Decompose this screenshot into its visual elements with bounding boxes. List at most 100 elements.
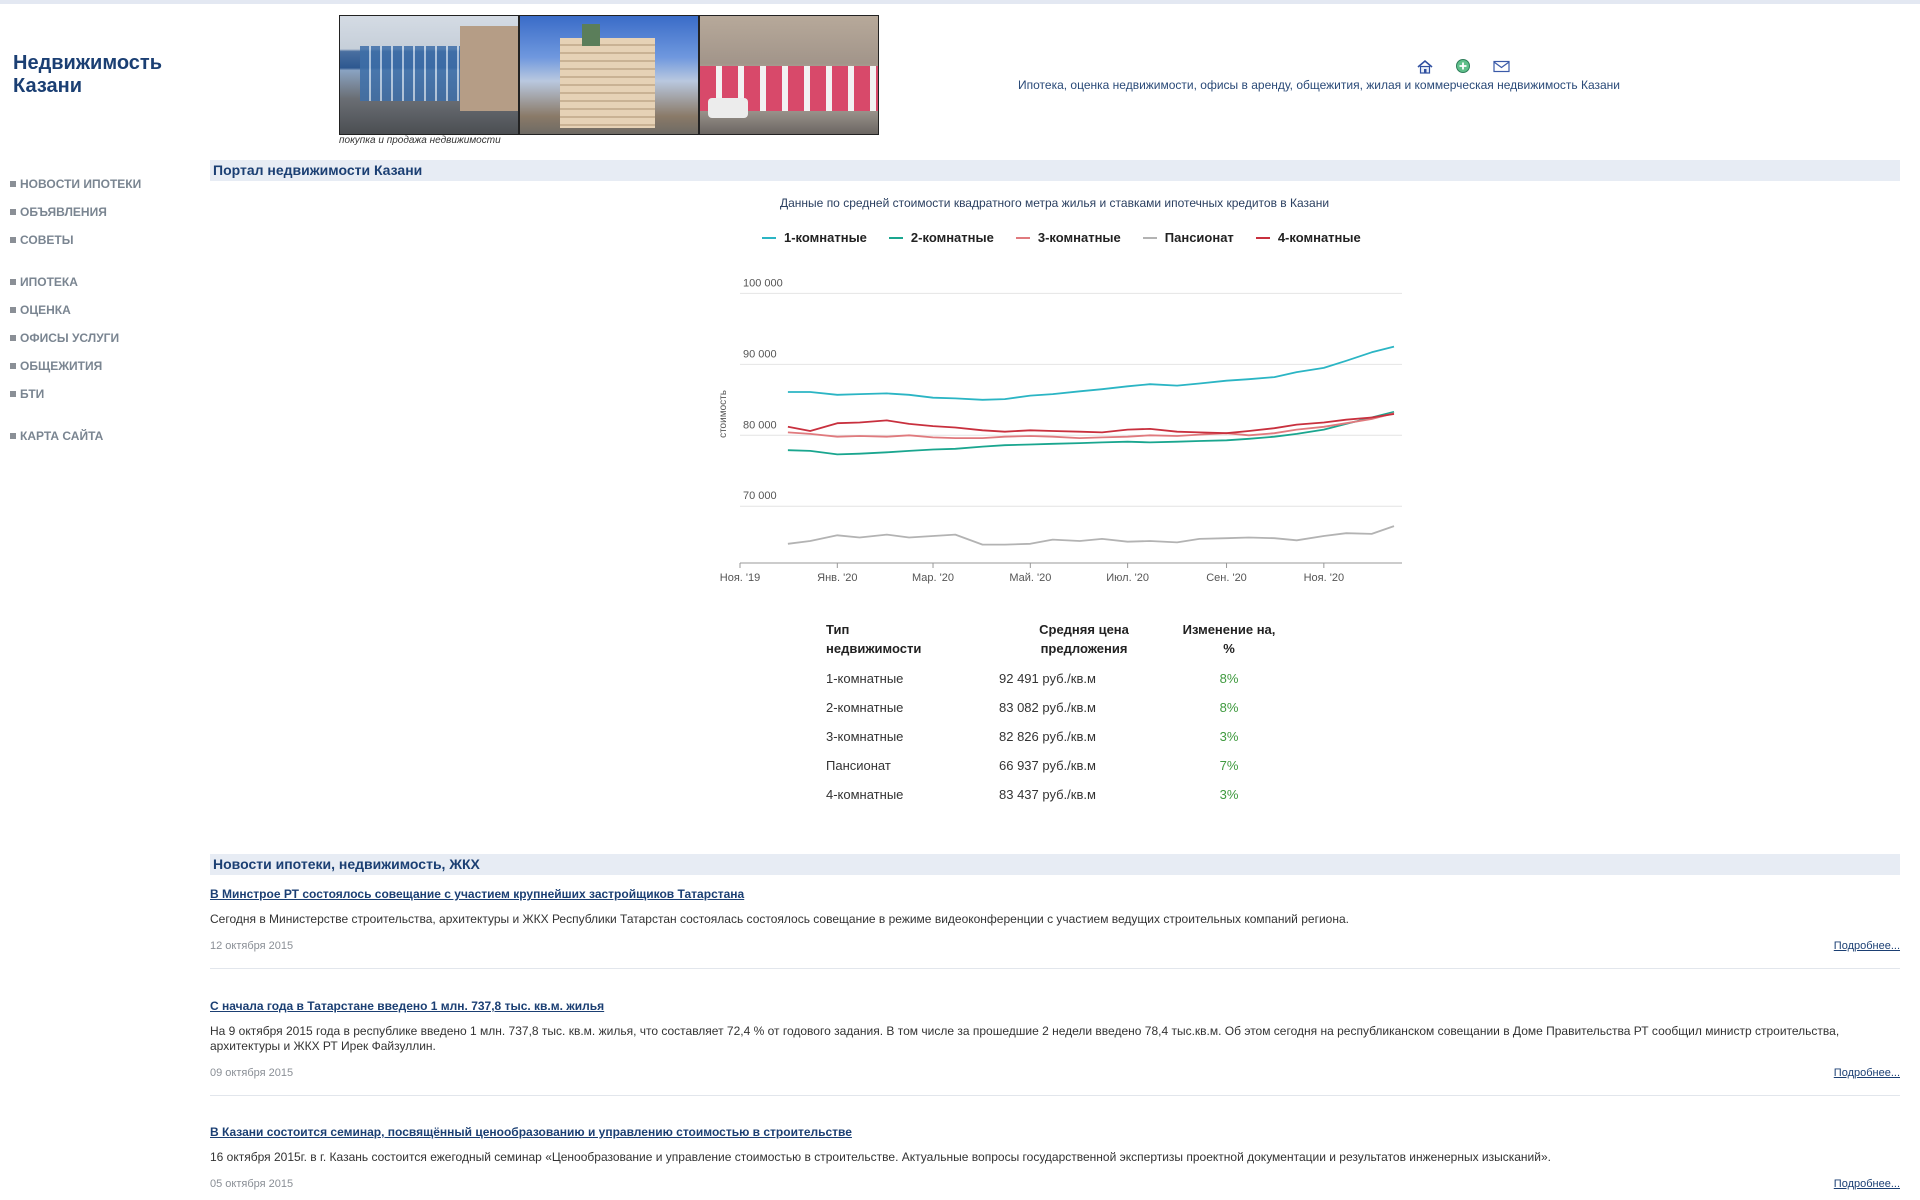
- news-text: На 9 октября 2015 года в республике введ…: [210, 1024, 1840, 1053]
- news-title-link[interactable]: С начала года в Татарстане введено 1 млн…: [210, 999, 605, 1013]
- series-line: [787, 413, 1395, 435]
- cell-change: 3%: [1219, 729, 1239, 744]
- x-tick-label: Май. '20: [1009, 572, 1051, 584]
- home-icon[interactable]: [1416, 58, 1434, 74]
- nav-item-mortgage[interactable]: ИПОТЕКА: [10, 268, 141, 296]
- cell-price: 83 082 руб./кв.м: [999, 700, 1096, 715]
- table-row: Пансионат 66 937 руб./кв.м 7%: [826, 751, 1289, 780]
- news-title-link[interactable]: В Минстрое РТ состоялось совещание с уча…: [210, 887, 745, 901]
- nav-item-label: ОБЩЕЖИТИЯ: [20, 359, 103, 373]
- legend-item[interactable]: 2-комнатные: [888, 230, 994, 245]
- cell-price: 83 437 руб./кв.м: [999, 787, 1096, 802]
- bullet-icon: [10, 307, 16, 313]
- news-date: 09 октября 2015: [210, 1067, 294, 1079]
- x-tick-label: Июл. '20: [1106, 572, 1149, 584]
- photo-caption: покупка и продажа недвижимости: [339, 135, 501, 146]
- nav-spacer: [10, 254, 141, 268]
- header-text: Тип недвижимости: [826, 622, 922, 656]
- series-line: [787, 525, 1395, 546]
- legend-swatch: [1015, 236, 1030, 239]
- column-header-type: Тип недвижимости: [826, 620, 999, 664]
- portal-heading: Портал недвижимости Казани: [210, 160, 1900, 181]
- legend-label: 2-комнатные: [910, 230, 994, 245]
- nav-item-label: ОЦЕНКА: [20, 303, 71, 317]
- news-text: 16 октября 2015г. в г. Казань состоится …: [210, 1150, 1551, 1164]
- x-tick-label: Ноя. '20: [1304, 572, 1344, 584]
- bullet-icon: [10, 363, 16, 369]
- news-date: 05 октября 2015: [210, 1178, 294, 1190]
- cell-type: 2-комнатные: [826, 700, 904, 715]
- chart-title: Данные по средней стоимости квадратного …: [780, 196, 1330, 210]
- cell-type: 4-комнатные: [826, 787, 904, 802]
- y-tick-label: 80 000: [743, 419, 777, 431]
- bullet-icon: [10, 335, 16, 341]
- nav-item-offices[interactable]: ОФИСЫ УСЛУГИ: [10, 324, 141, 352]
- x-tick-label: Ноя. '19: [720, 572, 760, 584]
- nav-item-label: БТИ: [20, 387, 45, 401]
- news-title-link[interactable]: В Казани состоится семинар, посвящённый …: [210, 1125, 852, 1139]
- news-heading: Новости ипотеки, недвижимость, ЖКХ: [210, 854, 1900, 875]
- table-row: 1-комнатные 92 491 руб./кв.м 8%: [826, 664, 1289, 693]
- y-axis-label: стоимость: [718, 390, 729, 438]
- read-more-link[interactable]: Подробнее...: [1833, 1067, 1900, 1079]
- nav-item-mortgage-news[interactable]: НОВОСТИ ИПОТЕКИ: [10, 170, 141, 198]
- nav-item-ads[interactable]: ОБЪЯВЛЕНИЯ: [10, 198, 141, 226]
- legend-swatch: [1255, 236, 1270, 239]
- cell-change: 8%: [1219, 700, 1239, 715]
- nav-item-label: ИПОТЕКА: [20, 275, 78, 289]
- column-header-change: Изменение на,%: [1169, 620, 1289, 664]
- legend-item[interactable]: 4-комнатные: [1255, 230, 1361, 245]
- nav-item-bti[interactable]: БТИ: [10, 380, 141, 408]
- cell-type: 3-комнатные: [826, 729, 904, 744]
- legend-swatch: [762, 236, 776, 239]
- bullet-icon: [10, 209, 16, 215]
- nav-spacer: [10, 408, 141, 422]
- divider: [210, 968, 1900, 969]
- nav-item-sitemap[interactable]: КАРТА САЙТА: [10, 422, 141, 450]
- cell-type: Пансионат: [826, 758, 891, 773]
- cell-change: 8%: [1219, 671, 1239, 686]
- legend-label: 3-комнатные: [1037, 230, 1121, 245]
- bullet-icon: [10, 391, 16, 397]
- nav-item-label: НОВОСТИ ИПОТЕКИ: [20, 177, 142, 191]
- news-item: С начала года в Татарстане введено 1 млн…: [210, 999, 1900, 1096]
- header-photos: [339, 15, 879, 135]
- cell-change: 3%: [1219, 787, 1239, 802]
- news-meta: 09 октября 2015 Подробнее...: [210, 1067, 1900, 1079]
- header-text: Средняя цена предложения: [1039, 622, 1129, 656]
- divider: [210, 1095, 1900, 1096]
- read-more-link[interactable]: Подробнее...: [1833, 1178, 1900, 1190]
- add-icon[interactable]: [1454, 58, 1472, 74]
- news-item: В Минстрое РТ состоялось совещание с уча…: [210, 887, 1900, 969]
- bullet-icon: [10, 433, 16, 439]
- news-text: Сегодня в Министерстве строительства, ар…: [210, 912, 1349, 926]
- y-tick-label: 70 000: [743, 490, 777, 502]
- nav-item-dormitories[interactable]: ОБЩЕЖИТИЯ: [10, 352, 141, 380]
- legend-label: 4-комнатные: [1277, 230, 1361, 245]
- y-tick-label: 90 000: [743, 348, 777, 360]
- nav-item-label: ОФИСЫ УСЛУГИ: [20, 331, 120, 345]
- series-line: [787, 411, 1395, 456]
- price-table: Тип недвижимости Средняя цена предложения …: [826, 620, 1289, 809]
- legend-item[interactable]: 1-комнатные: [762, 230, 867, 245]
- site-tagline: Ипотека, оценка недвижимости, офисы в ар…: [1018, 78, 1621, 92]
- chart-legend: 1-комнатные 2-комнатные 3-комнатные Панс…: [762, 230, 1361, 245]
- top-strip: [0, 0, 1920, 4]
- x-tick-label: Янв. '20: [817, 572, 857, 584]
- nav-item-advice[interactable]: СОВЕТЫ: [10, 226, 141, 254]
- cell-price: 66 937 руб./кв.м: [999, 758, 1096, 773]
- nav-item-appraisal[interactable]: ОЦЕНКА: [10, 296, 141, 324]
- photo-office-building: [339, 15, 519, 135]
- mail-icon[interactable]: [1492, 58, 1510, 74]
- y-tick-label: 100 000: [743, 277, 783, 289]
- legend-item[interactable]: 3-комнатные: [1015, 230, 1121, 245]
- legend-swatch: [888, 236, 903, 239]
- cell-type: 1-комнатные: [826, 671, 904, 686]
- legend-item[interactable]: Пансионат: [1142, 230, 1234, 245]
- site-title[interactable]: Недвижимость Казани: [13, 52, 163, 97]
- table-row: 4-комнатные 83 437 руб./кв.м 3%: [826, 780, 1289, 809]
- nav-item-label: ОБЪЯВЛЕНИЯ: [20, 205, 107, 219]
- cell-change: 7%: [1219, 758, 1239, 773]
- x-tick-label: Сен. '20: [1206, 572, 1247, 584]
- read-more-link[interactable]: Подробнее...: [1833, 940, 1900, 952]
